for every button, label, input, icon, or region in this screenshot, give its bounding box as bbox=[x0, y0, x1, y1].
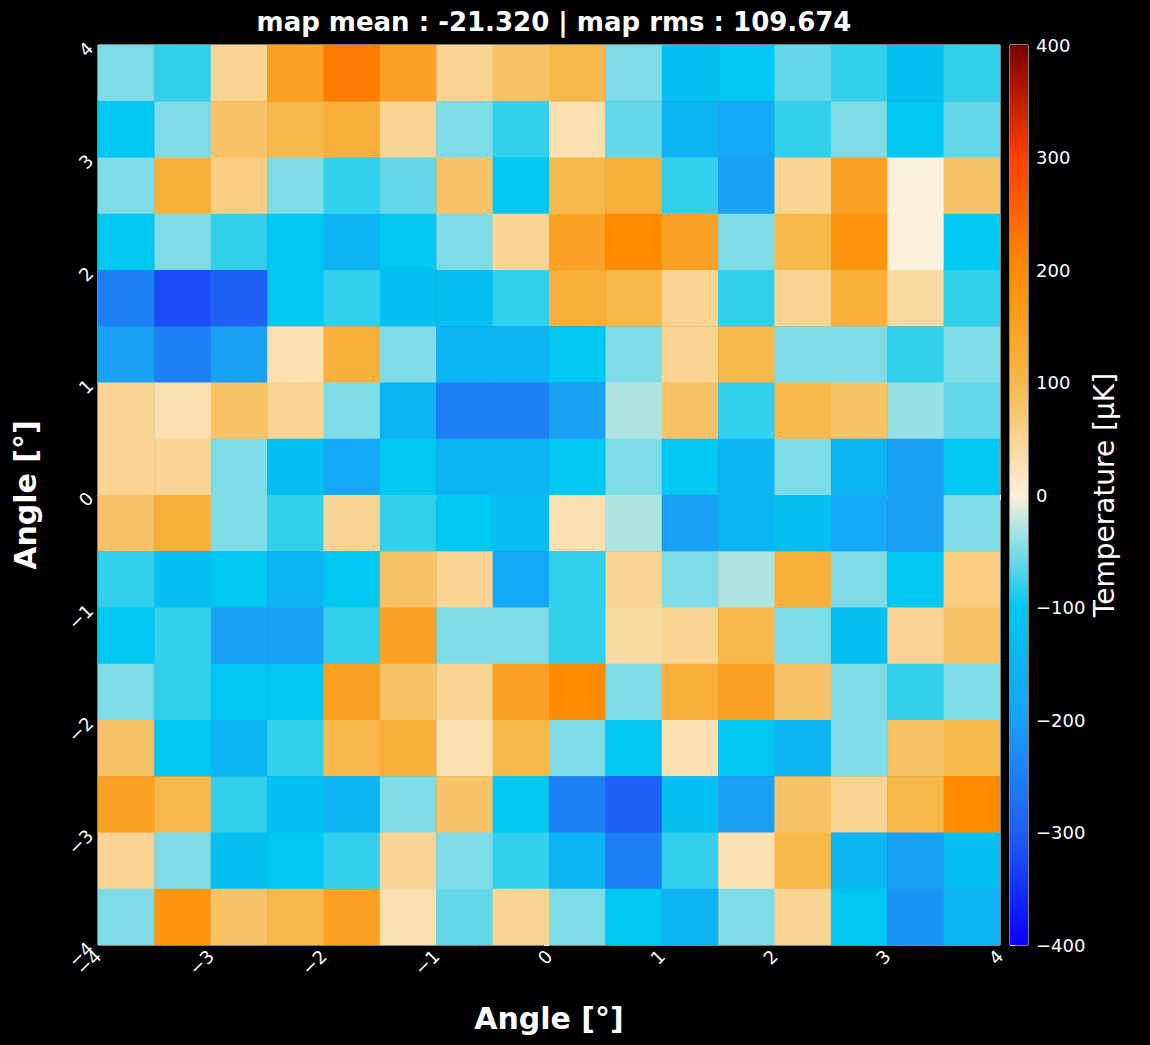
svg-text:2: 2 bbox=[74, 263, 97, 286]
svg-text:−1: −1 bbox=[64, 600, 98, 634]
svg-text:−200: −200 bbox=[1036, 710, 1085, 731]
svg-text:map mean : -21.320 | map rms :: map mean : -21.320 | map rms : 109.674 bbox=[257, 7, 852, 38]
svg-text:1: 1 bbox=[646, 946, 669, 969]
svg-text:−3: −3 bbox=[185, 946, 219, 980]
svg-text:−2: −2 bbox=[297, 946, 331, 980]
svg-text:−2: −2 bbox=[64, 713, 98, 747]
svg-text:400: 400 bbox=[1036, 35, 1070, 56]
svg-text:0: 0 bbox=[533, 946, 556, 969]
svg-text:4: 4 bbox=[74, 38, 97, 61]
svg-text:300: 300 bbox=[1036, 147, 1070, 168]
svg-text:1: 1 bbox=[74, 375, 97, 398]
svg-text:3: 3 bbox=[872, 946, 895, 969]
svg-text:200: 200 bbox=[1036, 260, 1070, 281]
svg-text:3: 3 bbox=[74, 150, 97, 173]
svg-text:4: 4 bbox=[984, 946, 1007, 969]
svg-text:0: 0 bbox=[1036, 485, 1047, 506]
svg-text:−1: −1 bbox=[410, 946, 444, 980]
svg-text:−3: −3 bbox=[64, 825, 98, 859]
svg-text:−400: −400 bbox=[1036, 935, 1085, 956]
svg-text:−300: −300 bbox=[1036, 822, 1085, 843]
svg-text:Temperature [μK]: Temperature [μK] bbox=[1088, 373, 1121, 618]
svg-text:2: 2 bbox=[759, 946, 782, 969]
svg-text:100: 100 bbox=[1036, 372, 1070, 393]
svg-text:Angle [°]: Angle [°] bbox=[8, 420, 43, 570]
svg-text:0: 0 bbox=[74, 488, 97, 511]
svg-text:−4: −4 bbox=[72, 946, 106, 980]
svg-text:Angle [°]: Angle [°] bbox=[474, 1001, 624, 1036]
svg-text:−100: −100 bbox=[1036, 597, 1085, 618]
